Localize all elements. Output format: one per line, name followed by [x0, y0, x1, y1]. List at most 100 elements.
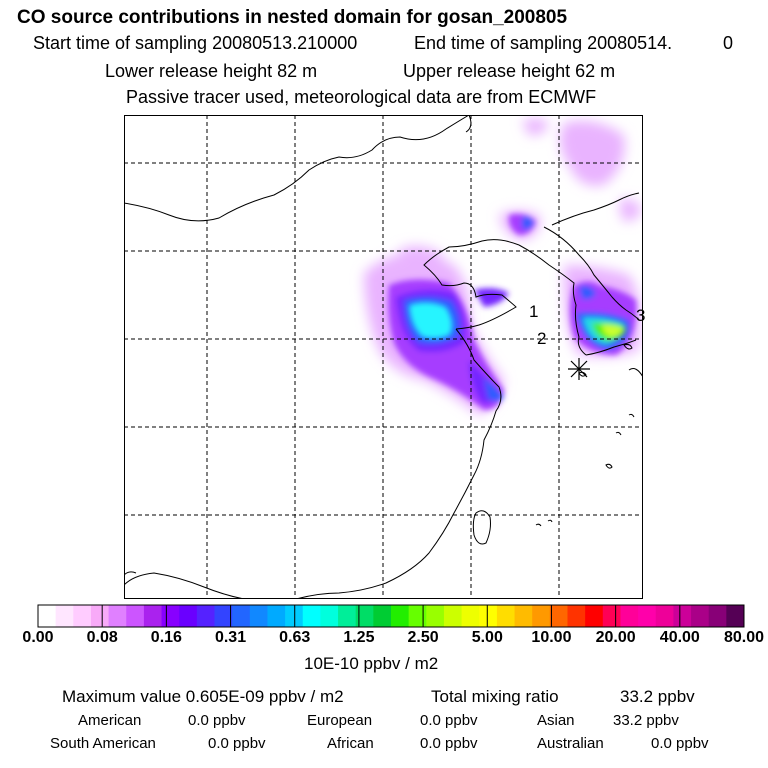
- plume-blue-ne: [522, 216, 534, 230]
- plume-light-ne3: [619, 198, 642, 222]
- figure-title: CO source contributions in nested domain…: [17, 7, 568, 28]
- russia-china-border: [465, 115, 472, 133]
- region-european-name: European: [307, 712, 373, 729]
- mongolia-border: [124, 115, 470, 222]
- colorbar-swatch: [196, 605, 215, 627]
- region-asian-value: 33.2 ppbv: [613, 712, 679, 729]
- korea-south-coast: [585, 339, 637, 356]
- region-australian-name: Australian: [537, 735, 604, 752]
- colorbar-tick-label: 80.00: [723, 629, 765, 646]
- colorbar-swatch: [567, 605, 586, 627]
- colorbar-swatch: [373, 605, 392, 627]
- region-australian-value: 0.0 ppbv: [651, 735, 709, 752]
- japan-island: [623, 343, 633, 350]
- colorbar-swatch: [673, 605, 692, 627]
- region-african-name: African: [327, 735, 374, 752]
- plume-light-ne2: [560, 120, 625, 186]
- colorbar-swatch: [143, 605, 163, 627]
- ryukyu-1: [628, 413, 635, 418]
- colorbar: [37, 604, 745, 628]
- ryukyu-5: [547, 519, 553, 523]
- colorbar-swatch: [549, 605, 568, 627]
- colorbar-swatch: [232, 605, 251, 627]
- colorbar-swatch: [691, 605, 710, 627]
- colorbar-swatch: [179, 605, 198, 627]
- upper-release-height: Upper release height 62 m: [403, 61, 616, 81]
- colorbar-swatch: [532, 605, 551, 627]
- map-frame: [124, 115, 643, 599]
- lat-lon-grid: [124, 115, 643, 599]
- colorbar-swatch: [108, 605, 127, 627]
- colorbar-tick-label: 20.00: [595, 629, 636, 646]
- colorbar-tick-label: 5.00: [471, 629, 503, 646]
- region-south-american-name: South American: [50, 735, 156, 752]
- plume-blue-se: [484, 377, 504, 402]
- marker-label-1: 1: [529, 302, 539, 321]
- colorbar-swatch: [391, 605, 410, 627]
- region-south-american-value: 0.0 ppbv: [208, 735, 266, 752]
- map-panel: [124, 115, 643, 599]
- end-time-value: 0: [723, 33, 734, 53]
- lower-release-height: Lower release height 82 m: [105, 61, 318, 81]
- colorbar-swatch: [708, 605, 727, 627]
- colorbar-swatch: [302, 605, 321, 627]
- colorbar-swatch: [479, 605, 498, 627]
- colorbar-swatch: [55, 605, 74, 627]
- region-asian-name: Asian: [537, 712, 575, 729]
- japan-kyushu: [628, 368, 643, 378]
- colorbar-swatch: [320, 605, 339, 627]
- korea-west-coast: [518, 244, 587, 356]
- colorbar-swatch: [355, 605, 374, 627]
- colorbar-swatch: [602, 605, 621, 627]
- ryukyu-2: [615, 431, 622, 436]
- colorbar-tick-label: 10.00: [531, 629, 572, 646]
- colorbar-swatch: [514, 605, 533, 627]
- colorbar-swatch: [214, 605, 233, 627]
- colorbar-tick-label: 0.00: [22, 629, 54, 646]
- colorbar-swatch: [496, 605, 516, 627]
- colorbar-tick-label: 1.25: [343, 629, 375, 646]
- tracer-info: Passive tracer used, meteorological data…: [126, 87, 597, 107]
- colorbar-swatch: [585, 605, 604, 627]
- colorbar-tick-label: 0.31: [214, 629, 247, 646]
- end-time-label: End time of sampling 20080514.: [414, 33, 673, 53]
- colorbar-swatch: [426, 605, 445, 627]
- colorbar-tick-label: 0.08: [86, 629, 118, 646]
- colorbar-tick-label: 0.16: [150, 629, 182, 646]
- taiwan: [472, 510, 491, 545]
- colorbar-swatch: [90, 605, 110, 627]
- marker-label-2: 2: [537, 329, 547, 348]
- total-mixing-label: Total mixing ratio: [431, 687, 559, 706]
- colorbar-swatch: [726, 605, 745, 627]
- start-time-label: Start time of sampling 20080513.210000: [33, 33, 358, 53]
- colorbar-tick-label: 2.50: [407, 629, 439, 646]
- colorbar-swatch: [408, 605, 427, 627]
- region-american-value: 0.0 ppbv: [188, 712, 246, 729]
- korea-east-coast: [543, 226, 640, 321]
- ryukyu-3: [605, 463, 613, 469]
- colorbar-tick-label: 40.00: [659, 629, 700, 646]
- receptor-marker: [568, 358, 590, 380]
- region-american-name: American: [78, 712, 142, 729]
- colorbar-swatch: [126, 605, 145, 627]
- colorbar-tick-label: 0.63: [279, 629, 311, 646]
- colorbar-swatch: [38, 605, 57, 627]
- colorbar-swatch: [73, 605, 92, 627]
- coastlines: [124, 115, 643, 599]
- plume-blue-korea-north: [579, 285, 596, 300]
- region-african-value: 0.0 ppbv: [420, 735, 478, 752]
- colorbar-swatch: [443, 605, 463, 627]
- ryukyu-4: [535, 523, 542, 527]
- colorbar-swatch: [285, 605, 304, 627]
- total-mixing-value: 33.2 ppbv: [620, 687, 695, 706]
- region-european-value: 0.0 ppbv: [420, 712, 478, 729]
- colorbar-frame: [37, 604, 745, 628]
- colorbar-swatch: [267, 605, 286, 627]
- maximum-value: Maximum value 0.605E-09 ppbv / m2: [62, 687, 344, 706]
- colorbar-swatch: [338, 605, 357, 627]
- colorbar-swatch: [638, 605, 657, 627]
- marker-label-3: 3: [636, 306, 646, 325]
- plume-yellow-korea: [602, 324, 624, 337]
- plume-violet-shandong: [474, 288, 509, 307]
- colorbar-swatch: [461, 605, 480, 627]
